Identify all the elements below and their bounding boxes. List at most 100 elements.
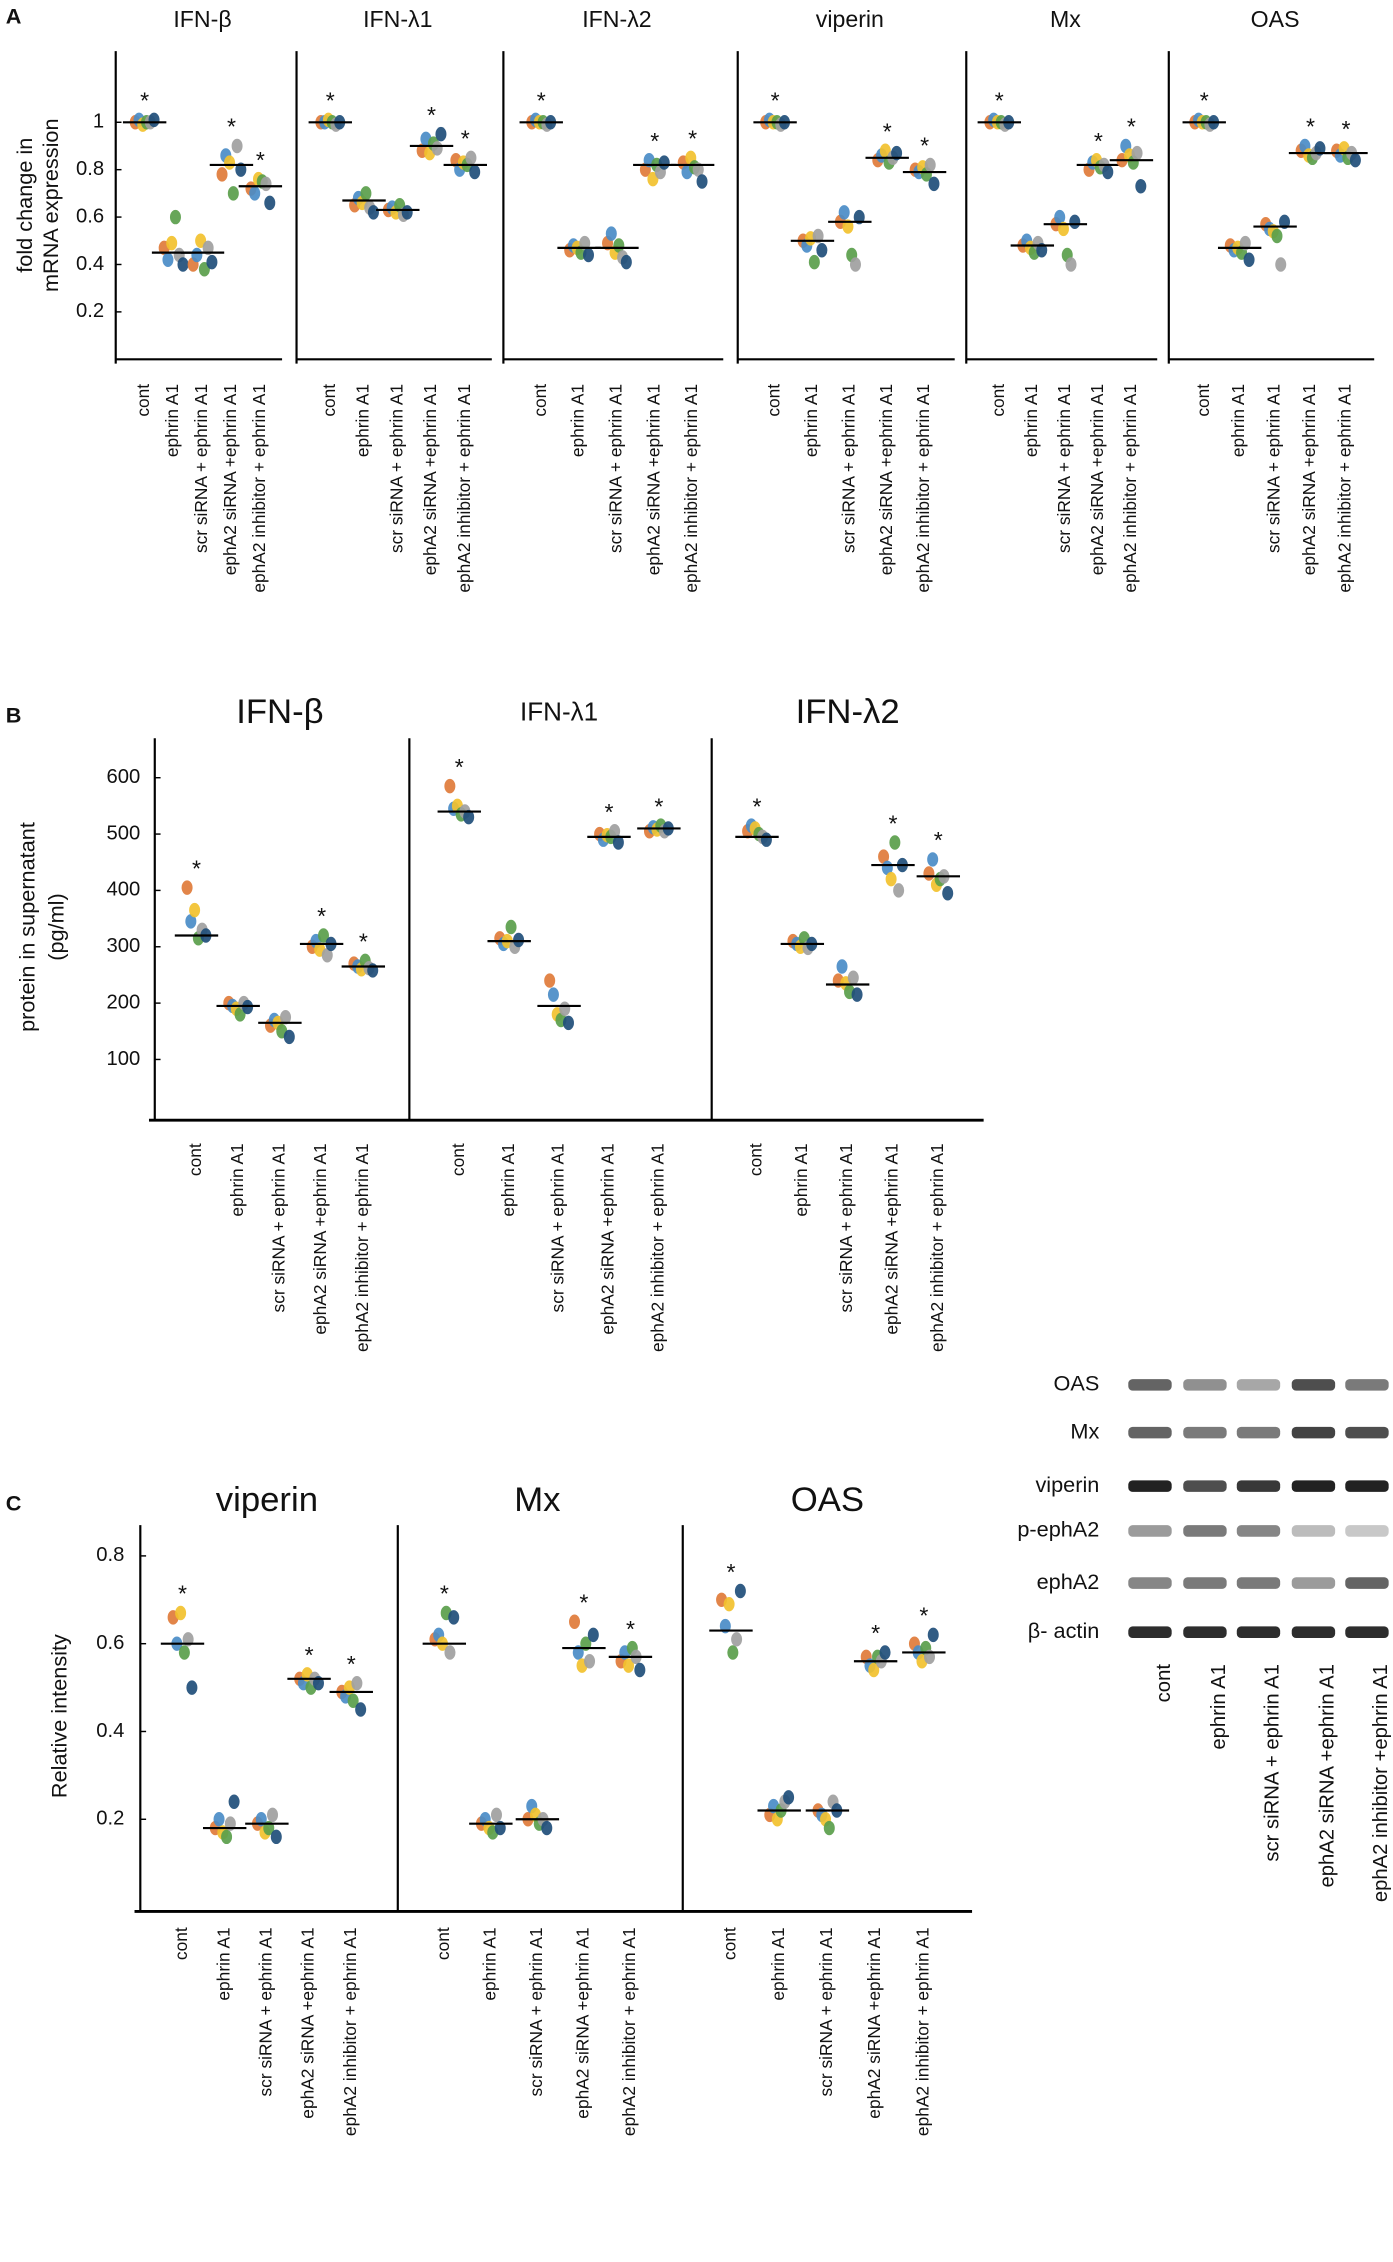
- chart-title: OAS: [1251, 6, 1300, 32]
- band: [1183, 1426, 1227, 1439]
- dot: [783, 1790, 795, 1805]
- dot: [812, 228, 824, 244]
- lane-label: ephA2 inhibitor +ephrin A1: [1370, 1664, 1392, 1902]
- significance-mark: *: [359, 929, 368, 955]
- y-tick-label: 100: [107, 1048, 141, 1070]
- x-tick-label: scr siRNA + ephrin A1: [1264, 384, 1284, 553]
- significance-mark: *: [920, 133, 929, 159]
- band: [1183, 1480, 1227, 1492]
- x-tick-label: ephA2 siRNA +ephrin A1: [220, 384, 240, 575]
- dot: [181, 880, 193, 895]
- x-tick-label: ephA2 siRNA +ephrin A1: [882, 1143, 902, 1334]
- significance-mark: *: [883, 118, 892, 144]
- dot: [1135, 179, 1147, 194]
- significance-mark: *: [1341, 116, 1350, 142]
- dot: [249, 186, 261, 201]
- band: [1291, 1525, 1336, 1537]
- y-tick-label: 0.2: [96, 1808, 124, 1830]
- chart-title: viperin: [216, 1481, 318, 1519]
- band: [1128, 1577, 1172, 1589]
- significance-mark: *: [461, 126, 470, 152]
- significance-mark: *: [1094, 128, 1103, 154]
- dot: [175, 1605, 187, 1621]
- band: [1128, 1480, 1172, 1492]
- significance-mark: *: [1127, 114, 1136, 140]
- y-tick-label: 1: [93, 111, 104, 133]
- x-tick-label: cont: [171, 1927, 191, 1960]
- significance-mark: *: [995, 88, 1004, 114]
- x-tick-label: ephrin A1: [227, 1143, 247, 1216]
- band: [1291, 1577, 1336, 1589]
- y-tick-label: 0.4: [76, 253, 104, 275]
- significance-mark: *: [654, 793, 663, 819]
- y-tick-label: 300: [107, 935, 141, 957]
- band-label: Mx: [1070, 1418, 1099, 1443]
- dot: [169, 209, 181, 225]
- y-tick-label: 200: [107, 991, 141, 1013]
- dot: [317, 928, 329, 943]
- dot: [513, 932, 525, 948]
- band: [1345, 1426, 1389, 1439]
- band-label: OAS: [1054, 1371, 1100, 1396]
- dot: [242, 999, 254, 1015]
- y-axis-label: mRNA expression: [38, 118, 63, 292]
- dot: [1036, 243, 1048, 258]
- band: [1236, 1480, 1281, 1492]
- x-tick-label: ephA2 inhibitor + ephrin A1: [647, 1143, 667, 1352]
- band: [1183, 1525, 1227, 1537]
- x-tick-label: ephrin A1: [1021, 384, 1041, 457]
- x-tick-label: ephrin A1: [479, 1927, 499, 2000]
- x-tick-label: ephA2 inhibitor + ephrin A1: [913, 384, 933, 593]
- significance-mark: *: [753, 793, 762, 819]
- significance-mark: *: [1200, 88, 1209, 114]
- band: [1345, 1379, 1389, 1391]
- panel-label: C: [6, 1491, 22, 1516]
- dot: [731, 1632, 743, 1647]
- dot: [609, 824, 621, 839]
- dot: [808, 254, 820, 270]
- x-tick-label: cont: [319, 384, 339, 417]
- band: [1345, 1577, 1389, 1589]
- chart-title: IFN-λ2: [582, 6, 651, 32]
- y-tick-label: 0.8: [96, 1544, 124, 1566]
- dot: [1065, 257, 1077, 272]
- dot: [878, 849, 890, 864]
- dot: [620, 254, 632, 270]
- dot: [202, 240, 214, 256]
- x-tick-label: cont: [764, 384, 784, 417]
- x-tick-label: ephA2 siRNA +ephrin A1: [310, 1143, 330, 1334]
- band: [1236, 1626, 1281, 1639]
- y-tick-label: 0.6: [76, 205, 104, 227]
- dot: [562, 1015, 574, 1031]
- dot: [612, 835, 624, 850]
- dot: [221, 1829, 233, 1845]
- x-tick-label: ephA2 siRNA +ephrin A1: [572, 1927, 592, 2118]
- x-tick-label: ephrin A1: [801, 384, 821, 457]
- significance-mark: *: [256, 147, 265, 173]
- dot: [234, 1007, 246, 1022]
- dot: [613, 238, 625, 253]
- x-tick-label: cont: [448, 1143, 468, 1176]
- dot: [734, 1583, 746, 1599]
- y-tick-label: 0.2: [76, 300, 104, 322]
- x-tick-label: ephrin A1: [162, 384, 182, 457]
- band: [1128, 1525, 1172, 1537]
- band-label: viperin: [1035, 1472, 1099, 1497]
- significance-mark: *: [604, 799, 613, 825]
- y-tick-label: 0.6: [96, 1632, 124, 1654]
- dot: [1102, 164, 1114, 180]
- dot: [206, 254, 218, 270]
- x-tick-label: ephA2 inhibitor + ephrin A1: [619, 1927, 639, 2136]
- dot: [634, 1662, 646, 1678]
- panel-label: A: [6, 4, 22, 29]
- band: [1345, 1525, 1389, 1537]
- dot: [579, 235, 591, 251]
- band: [1236, 1577, 1281, 1589]
- dot: [228, 1794, 240, 1809]
- significance-mark: *: [305, 1642, 314, 1668]
- dot: [849, 257, 861, 272]
- x-tick-label: ephA2 siRNA +ephrin A1: [420, 384, 440, 575]
- dot: [280, 1009, 292, 1025]
